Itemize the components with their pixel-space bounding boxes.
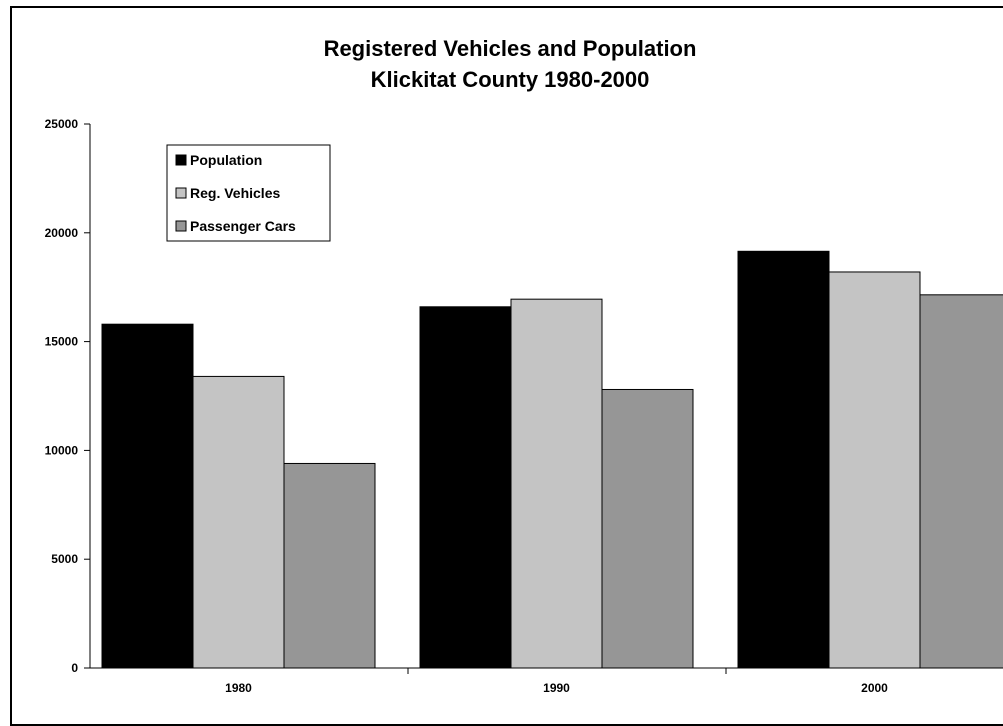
bar-passenger-cars-2000 [919,294,1003,669]
legend-swatch-reg-vehicles [175,187,187,199]
chart-title-line1: Registered Vehicles and Population [324,36,697,61]
bar-reg-vehicles-1990 [510,298,603,669]
chart-title-line2: Klickitat County 1980-2000 [371,67,650,92]
y-tick-label: 5000 [51,552,78,566]
bar-population-1990 [419,306,512,669]
y-tick-label: 20000 [45,226,79,240]
y-tick-label: 10000 [45,443,79,457]
legend-label-passenger-cars: Passenger Cars [190,218,296,234]
legend: Population Reg. Vehicles Passenger Cars [166,144,331,242]
x-category-label: 1980 [225,681,252,695]
bar-passenger-cars-1980 [283,462,376,669]
bar-reg-vehicles-1980 [192,375,285,669]
legend-box [166,144,331,242]
legend-label-population: Population [190,152,262,168]
bar-reg-vehicles-2000 [828,271,921,669]
x-category-label: 1990 [543,681,570,695]
bar-population-1980 [101,323,194,669]
bar-passenger-cars-1990 [601,388,694,669]
y-tick-label: 0 [71,661,78,675]
legend-swatch-population [175,154,187,166]
y-tick-label: 15000 [45,335,79,349]
legend-swatch-passenger-cars [175,220,187,232]
y-tick-label: 25000 [45,117,79,131]
x-category-label: 2000 [861,681,888,695]
legend-label-reg-vehicles: Reg. Vehicles [190,185,280,201]
bar-population-2000 [737,250,830,669]
